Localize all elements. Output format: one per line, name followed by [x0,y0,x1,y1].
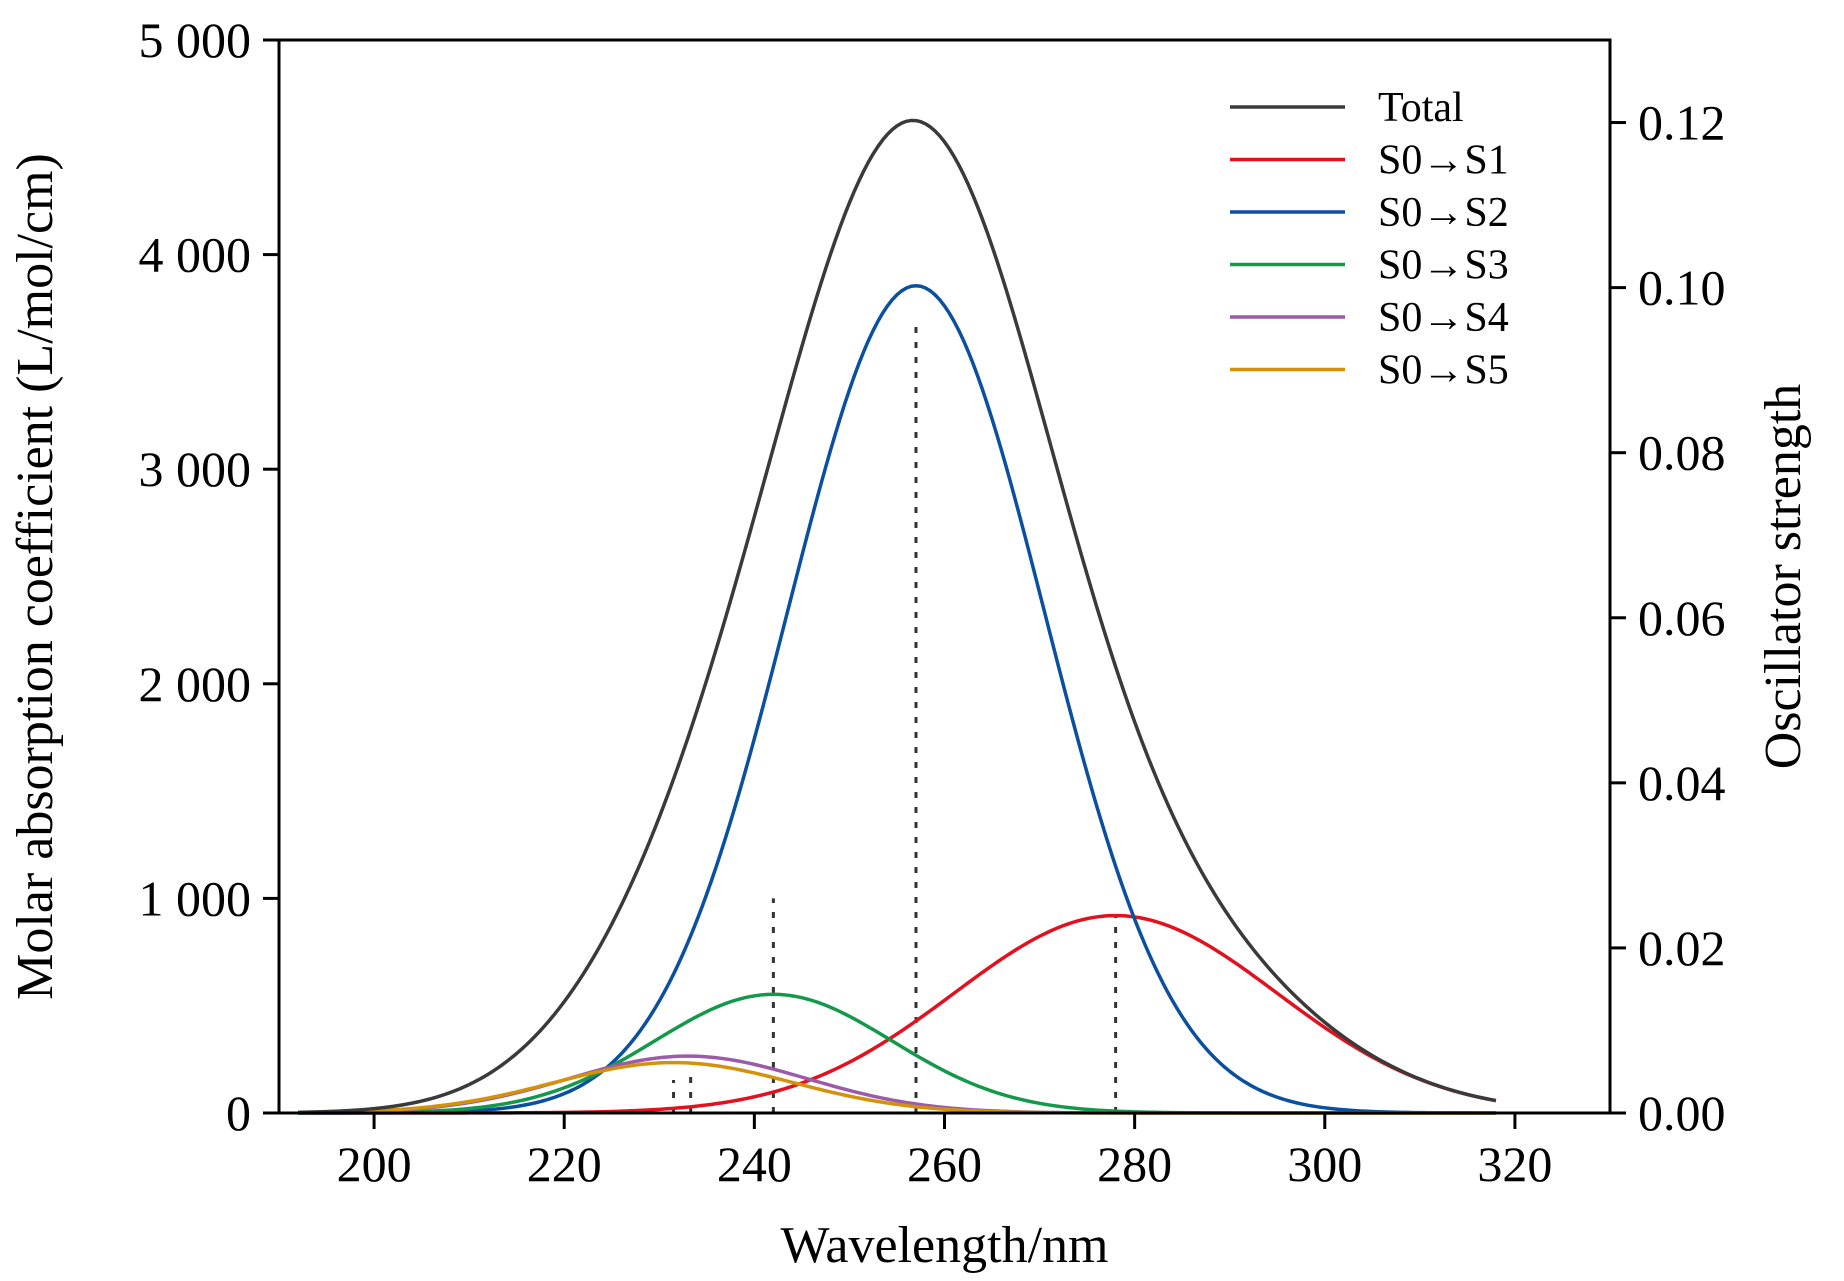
y-tick-label: 1 000 [139,870,252,926]
y2-tick-label: 0.10 [1638,260,1726,316]
series-line-total [297,118,1497,1115]
y-tick-label: 2 000 [139,656,252,712]
series-curve-group [297,118,1497,1115]
y-tick-label: 4 000 [139,227,252,283]
y2-axis-title: Oscillator strength [1755,384,1812,770]
x-tick-label: 200 [337,1136,412,1192]
series-line-s0-to-s2 [298,283,1496,1115]
y-tick-label: 3 000 [139,441,252,497]
legend-label-total: Total [1378,85,1464,131]
legend-label-s0-to-s3: S0→S3 [1378,243,1509,289]
axes-group: 200 220 240 260 280 300 320 0 1 000 2 000 3 000 4 0… [139,12,1726,1192]
legend-label-s0-to-s4: S0→S4 [1378,295,1509,341]
y-axis-title: Molar absorption coefficient (L/mol/cm) [7,153,64,1000]
x-tick-label: 320 [1477,1136,1552,1192]
x-axis-title: Wavelength/nm [781,1217,1109,1274]
y2-tick-label: 0.12 [1638,95,1726,151]
legend-label-s0-to-s2: S0→S2 [1378,190,1509,236]
y2-tick-label: 0.02 [1638,920,1726,976]
x-tick-label: 220 [527,1136,602,1192]
x-tick-label: 280 [1097,1136,1172,1192]
y2-tick-label: 0.08 [1638,425,1726,481]
y-tick-label: 5 000 [139,12,252,68]
y2-tick-label: 0.06 [1638,590,1726,646]
legend-label-s0-to-s1: S0→S1 [1378,138,1509,184]
legend: Total S0→S1 S0→S2 S0→S3 S0→S4 S0→S5 [1230,85,1509,394]
y2-tick-label: 0.00 [1638,1085,1726,1141]
series-line-s0-to-s3 [298,992,1496,1115]
x-tick-label: 260 [907,1136,982,1192]
legend-label-s0-to-s5: S0→S5 [1378,348,1509,394]
y2-tick-label: 0.04 [1638,755,1726,811]
x-tick-label: 240 [717,1136,792,1192]
y-tick-label: 0 [226,1085,251,1141]
x-tick-label: 300 [1287,1136,1362,1192]
